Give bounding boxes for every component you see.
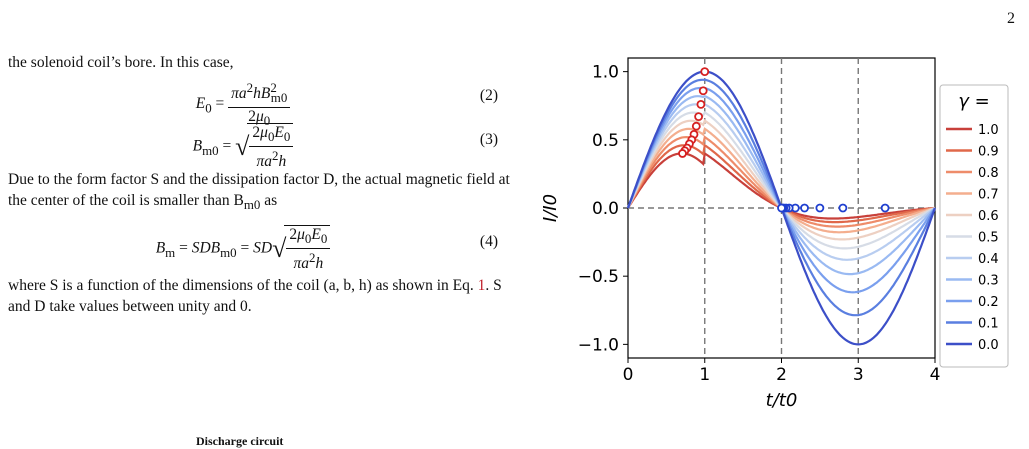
peak-marker <box>691 121 701 131</box>
zero-crossing-marker <box>838 203 848 213</box>
legend-entry: 0.8 <box>978 166 999 181</box>
x-tick-label: 3 <box>853 365 864 385</box>
x-tick-label: 2 <box>776 365 787 385</box>
zero-crossing-marker <box>880 203 890 213</box>
peak-marker <box>698 86 708 96</box>
current-waveform-chart: 0 1 2 3 4 −1.0 −0.5 0.0 0.5 1.0 t/t0 I/I0 γ = 1.0 0.9… <box>540 57 1009 411</box>
legend-entry: 0.9 <box>978 145 999 160</box>
equation-number: (2) <box>479 87 498 104</box>
paragraph-3: where S is a function of the dimensions … <box>8 277 502 316</box>
equation-4: Bm = SDBm0 = SD√ 2μ0E0 πa2h (4) <box>155 225 498 273</box>
section-heading: Discharge circuit <box>196 434 284 448</box>
peak-marker <box>694 112 704 122</box>
legend-entry: 0.5 <box>978 231 999 246</box>
paragraph-2: Due to the form factor S and the dissipa… <box>8 171 510 213</box>
y-tick-label: 1.0 <box>592 63 619 83</box>
equation-3: Bm0 = √ 2μ0E0 πa2h (3) <box>192 123 498 171</box>
paragraph-1: the solenoid coil’s bore. In this case, <box>8 54 234 71</box>
page-number: 2 <box>1007 10 1015 27</box>
legend-entry: 0.6 <box>978 209 999 224</box>
legend-title: γ = <box>958 91 989 112</box>
body-text: the solenoid coil’s bore. In this case, … <box>8 52 518 317</box>
peak-marker <box>700 67 710 77</box>
equation-2: E0 = πa2hB2m0 2μ0 (2) <box>195 80 498 129</box>
x-tick-label: 0 <box>623 365 634 385</box>
legend-entry: 0.3 <box>978 274 999 289</box>
equation-number: (3) <box>479 131 498 148</box>
zero-crossing-marker <box>777 203 786 213</box>
legend-entry: 0.1 <box>978 317 999 332</box>
y-tick-label: 0.0 <box>592 199 619 219</box>
y-axis-label: I/I0 <box>540 194 561 222</box>
legend-entry: 1.0 <box>978 123 999 138</box>
x-axis-label: t/t0 <box>766 390 798 411</box>
legend-box <box>939 84 1009 368</box>
peak-marker <box>678 149 687 158</box>
legend-entry: 0.0 <box>978 338 999 353</box>
y-tick-label: −1.0 <box>578 335 619 355</box>
legend-entry: 0.2 <box>978 295 999 310</box>
zero-crossing-marker <box>815 203 825 213</box>
x-tick-label: 1 <box>699 365 710 385</box>
x-tick-label: 4 <box>930 365 941 385</box>
equation-reference-link[interactable]: 1 <box>477 277 486 295</box>
y-tick-label: 0.5 <box>592 131 619 151</box>
zero-crossing-marker <box>800 203 809 213</box>
peak-marker <box>696 99 706 109</box>
equation-number: (4) <box>479 233 498 251</box>
legend-entry: 0.4 <box>978 252 999 267</box>
y-tick-label: −0.5 <box>578 267 619 287</box>
legend-entry: 0.7 <box>978 188 999 203</box>
